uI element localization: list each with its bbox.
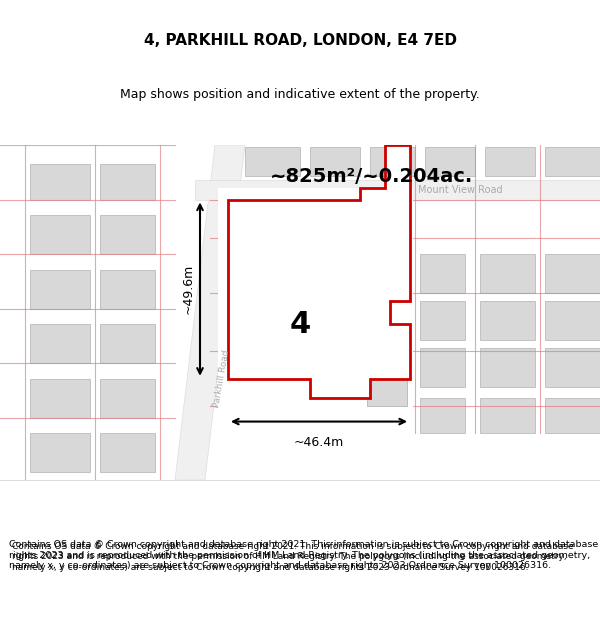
Bar — [310, 146, 360, 176]
Bar — [100, 324, 155, 363]
Bar — [420, 398, 465, 433]
Bar — [30, 379, 90, 418]
Bar — [420, 301, 465, 340]
Bar — [480, 254, 535, 293]
Bar — [100, 433, 155, 472]
Bar — [545, 348, 600, 386]
Polygon shape — [175, 145, 245, 480]
Bar — [485, 146, 535, 176]
Bar — [480, 348, 535, 386]
Bar — [545, 398, 600, 433]
Text: Contains OS data © Crown copyright and database right 2021. This information is : Contains OS data © Crown copyright and d… — [9, 540, 598, 570]
Bar — [367, 324, 407, 359]
Text: Parkhill Road: Parkhill Road — [212, 349, 232, 408]
Bar — [30, 215, 90, 254]
Bar — [30, 164, 90, 199]
Bar — [232, 211, 292, 254]
Bar — [30, 324, 90, 363]
Bar — [100, 269, 155, 309]
Polygon shape — [228, 145, 410, 398]
Bar — [420, 348, 465, 386]
Bar — [545, 301, 600, 340]
Text: ~825m²/~0.204ac.: ~825m²/~0.204ac. — [270, 167, 473, 186]
Bar — [370, 146, 415, 176]
Bar — [100, 379, 155, 418]
Text: 4, PARKHILL ROAD, LONDON, E4 7ED: 4, PARKHILL ROAD, LONDON, E4 7ED — [143, 33, 457, 48]
Bar — [420, 254, 465, 293]
Bar — [480, 398, 535, 433]
Text: Contains OS data © Crown copyright and database right 2021. This information is : Contains OS data © Crown copyright and d… — [12, 542, 574, 572]
Text: 4: 4 — [289, 309, 311, 339]
Bar — [100, 215, 155, 254]
Polygon shape — [195, 180, 600, 199]
Text: Mount View Road: Mount View Road — [418, 185, 502, 195]
Bar — [302, 211, 357, 254]
Text: ~49.6m: ~49.6m — [182, 264, 195, 314]
Bar — [218, 188, 413, 410]
Bar — [245, 146, 300, 176]
Bar — [545, 254, 600, 293]
Bar — [30, 433, 90, 472]
Bar — [30, 269, 90, 309]
Bar — [100, 164, 155, 199]
Bar — [232, 262, 292, 305]
Text: Map shows position and indicative extent of the property.: Map shows position and indicative extent… — [120, 88, 480, 101]
Bar — [425, 146, 475, 176]
Text: ~46.4m: ~46.4m — [294, 436, 344, 449]
Bar — [480, 301, 535, 340]
Bar — [367, 371, 407, 406]
Bar — [545, 146, 600, 176]
